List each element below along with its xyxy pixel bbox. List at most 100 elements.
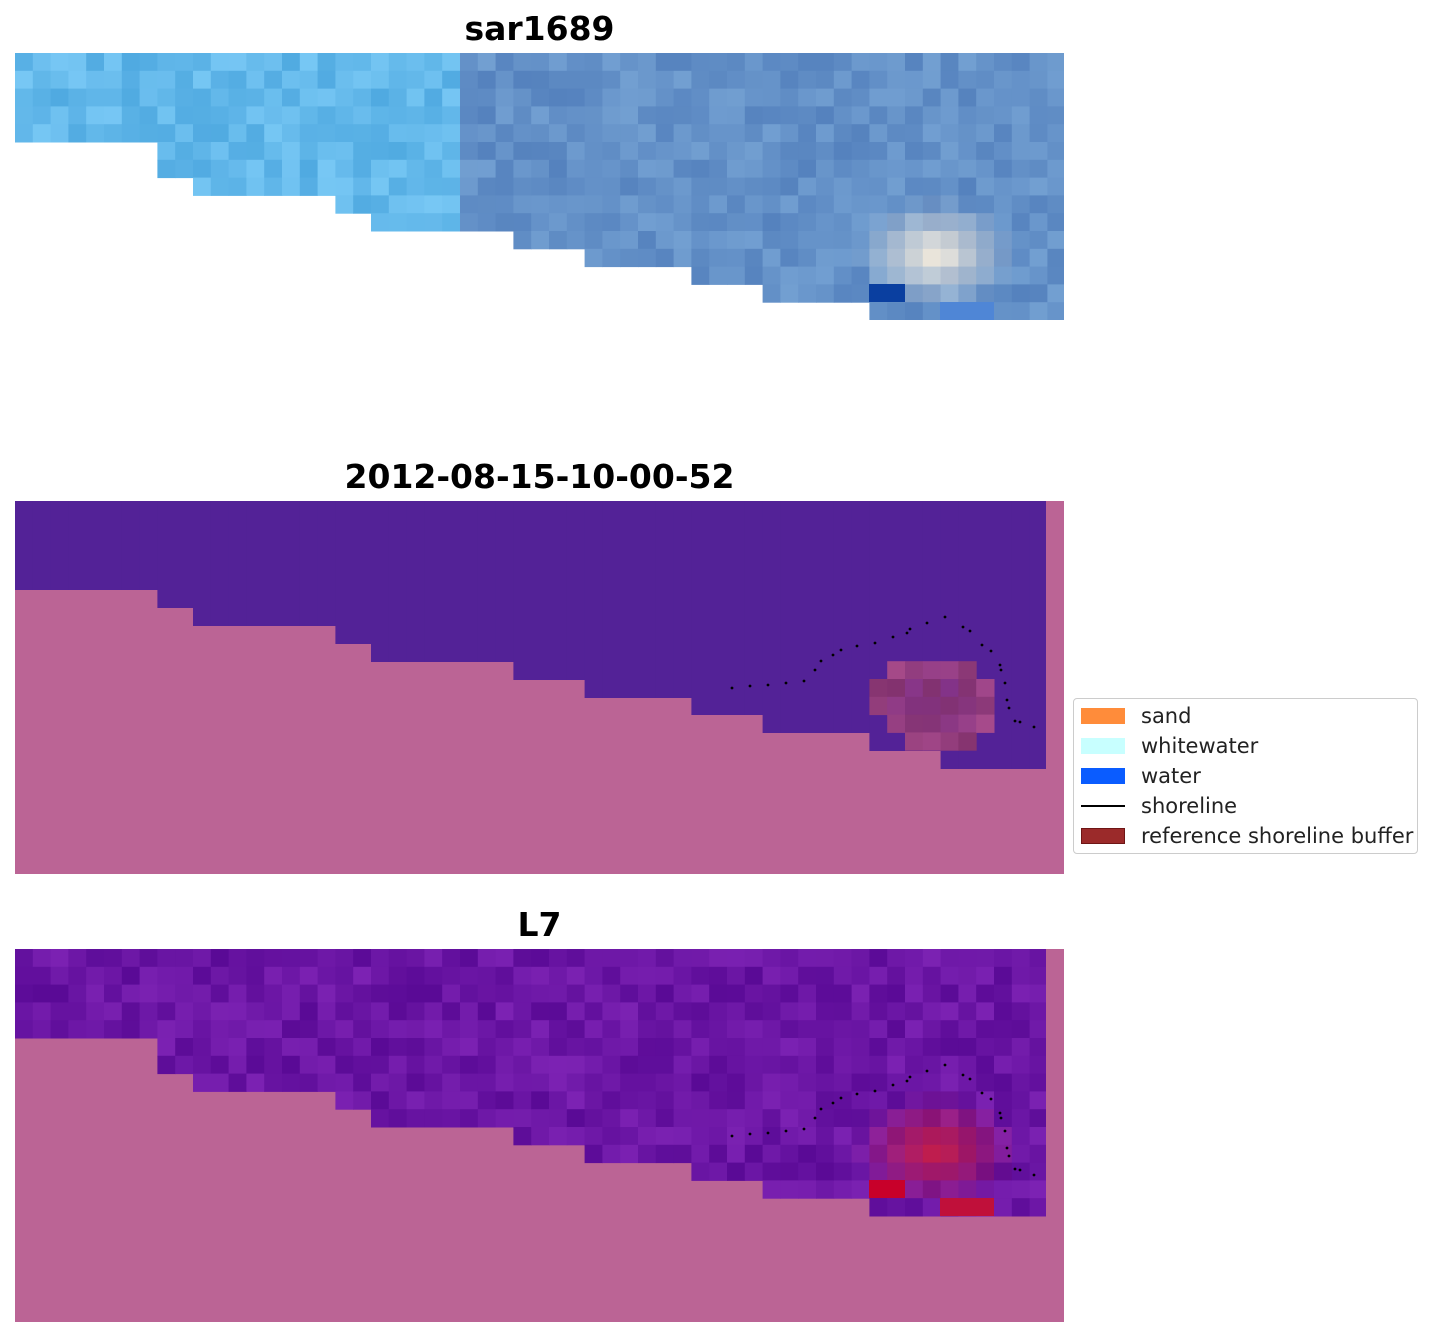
image-pixel: [922, 231, 942, 250]
image-pixel: [1047, 195, 1064, 214]
index-pixel: [228, 1055, 247, 1075]
index-pixel: [887, 1038, 906, 1057]
index-pixel: [994, 1020, 1013, 1039]
water-area: [264, 501, 283, 626]
shoreline-point: [908, 627, 912, 631]
shoreline-point: [980, 643, 984, 647]
image-pixel: [584, 70, 603, 90]
shoreline-point: [1032, 725, 1036, 729]
image-pixel: [869, 142, 888, 161]
index-pixel: [406, 984, 425, 1003]
index-pixel: [638, 1109, 657, 1128]
image-pixel: [709, 266, 728, 285]
image-pixel: [691, 124, 710, 143]
index-pixel: [958, 966, 977, 986]
index-pixel: [673, 1109, 692, 1128]
index-pixel: [851, 1055, 870, 1075]
index-pixel: [193, 1002, 212, 1021]
image-pixel: [424, 70, 443, 90]
index-pixel: [246, 1038, 265, 1057]
image-pixel: [851, 231, 870, 250]
image-pixel: [727, 106, 746, 125]
shoreline-point: [730, 686, 734, 690]
shoreline-point: [1032, 1173, 1036, 1177]
index-pixel: [264, 1020, 283, 1039]
index-pixel: [887, 1020, 906, 1039]
index-pixel: [406, 1020, 425, 1039]
index-pixel: [139, 949, 158, 968]
image-pixel: [691, 195, 710, 214]
index-pixel: [958, 1127, 977, 1146]
index-pixel: [442, 966, 461, 986]
image-pixel: [709, 231, 728, 250]
image-pixel: [121, 88, 141, 107]
index-pixel: [691, 1020, 710, 1039]
image-pixel: [762, 248, 781, 268]
index-pixel: [744, 1162, 764, 1181]
image-pixel: [388, 53, 408, 72]
image-pixel: [566, 88, 586, 107]
index-pixel: [424, 1073, 443, 1092]
index-pixel: [104, 984, 123, 1003]
index-pixel: [638, 1002, 657, 1021]
image-pixel: [495, 159, 514, 179]
image-pixel: [477, 213, 497, 232]
image-pixel: [477, 53, 497, 72]
index-pixel: [940, 1002, 959, 1021]
water-area: [424, 501, 443, 662]
index-pixel: [851, 1127, 870, 1146]
index-pixel: [976, 1180, 995, 1199]
image-pixel: [1011, 142, 1031, 161]
index-pixel: [531, 1020, 550, 1039]
index-pixel: [157, 984, 176, 1003]
image-pixel: [798, 213, 817, 232]
image-pixel: [851, 124, 870, 143]
index-pixel: [584, 1127, 603, 1146]
image-pixel: [602, 106, 621, 125]
index-pixel: [104, 949, 123, 968]
image-pixel: [353, 124, 372, 143]
index-pixel: [246, 1020, 265, 1039]
image-pixel: [32, 88, 52, 107]
image-pixel: [673, 142, 692, 161]
image-pixel: [994, 195, 1013, 214]
image-pixel: [513, 124, 532, 143]
image-pixel: [460, 213, 479, 232]
image-pixel: [549, 177, 568, 196]
index-pixel: [851, 1180, 870, 1199]
index-pixel: [566, 1109, 586, 1128]
image-pixel: [495, 177, 514, 196]
image-pixel: [655, 70, 675, 90]
index-pixel: [139, 984, 158, 1003]
image-pixel: [727, 53, 746, 72]
image-pixel: [851, 159, 870, 179]
index-pixel: [299, 949, 319, 968]
index-pixel: [673, 1127, 692, 1146]
image-pixel: [816, 142, 835, 161]
image-pixel: [531, 88, 550, 107]
image-pixel: [638, 70, 657, 90]
image-pixel: [353, 142, 372, 161]
index-pixel: [727, 1127, 746, 1146]
index-pixel: [709, 1002, 728, 1021]
image-pixel: [958, 70, 977, 90]
index-pixel: [638, 1020, 657, 1039]
index-pixel: [887, 984, 906, 1003]
image-pixel: [816, 177, 835, 196]
index-pixel: [780, 1020, 799, 1039]
index-pixel: [976, 1038, 995, 1057]
index-pixel: [406, 1038, 425, 1057]
image-pixel: [798, 159, 817, 179]
index-pixel: [798, 1144, 817, 1164]
buffer-pixel: [869, 696, 888, 716]
image-pixel: [940, 284, 959, 303]
water-area: [477, 501, 497, 662]
index-pixel: [762, 984, 781, 1003]
index-pixel: [655, 1002, 675, 1021]
index-pixel: [940, 1162, 959, 1181]
index-pixel: [922, 984, 942, 1003]
index-pixel: [709, 1162, 728, 1181]
index-pixel: [869, 984, 888, 1003]
index-pixel: [940, 1020, 959, 1039]
image-pixel: [353, 53, 372, 72]
